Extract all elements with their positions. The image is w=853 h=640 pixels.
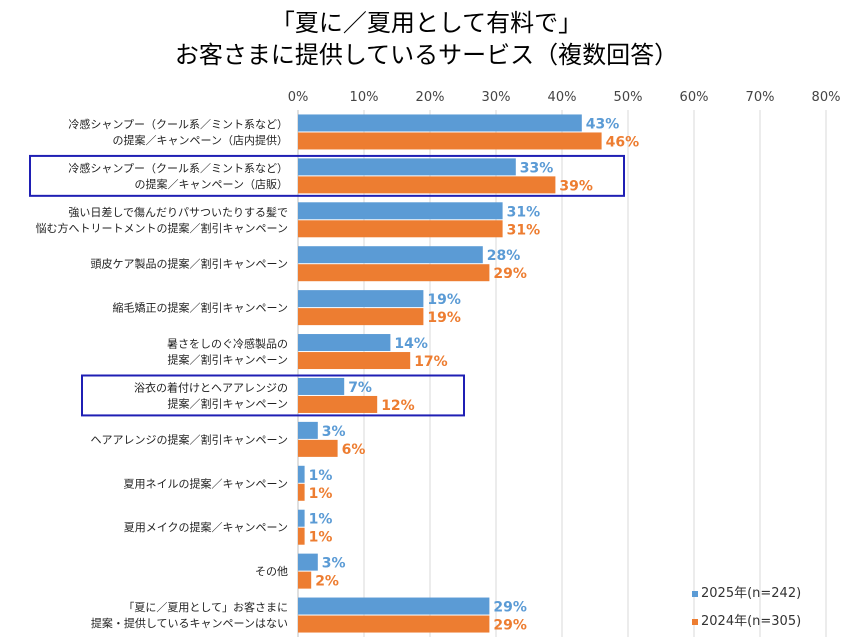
data-label-2025: 3%: [322, 556, 346, 572]
category-label: 提案・提供しているキャンペーンはない: [91, 616, 288, 630]
category-label: 「夏に／夏用として」お客さまに: [123, 600, 288, 614]
bar-2025: [298, 465, 305, 483]
category-label: 夏用ネイルの提案／キャンペーン: [124, 476, 288, 490]
data-label-2025: 7%: [348, 380, 372, 396]
category-label: 夏用メイクの提案／キャンペーン: [124, 520, 288, 534]
highlight-box: [29, 154, 625, 197]
data-label-2024: 1%: [309, 530, 333, 546]
bar-2024: [298, 615, 490, 633]
x-tick-label: 10%: [350, 90, 379, 105]
category-label: 頭皮ケア製品の提案／割引キャンペーン: [91, 257, 288, 271]
bar-2024: [298, 395, 378, 413]
category-label: の提案／キャンペーン（店販）: [135, 177, 288, 191]
bar-2025: [298, 246, 483, 264]
x-tick-label: 60%: [680, 90, 709, 105]
bar-2024: [298, 264, 490, 282]
data-label-2025: 3%: [322, 424, 346, 440]
data-label-2024: 39%: [559, 178, 593, 194]
category-label: の提案／キャンペーン（店内提供）: [113, 133, 288, 147]
category-label: ヘアアレンジの提案／割引キャンペーン: [91, 432, 288, 446]
x-tick-label: 50%: [614, 90, 643, 105]
category-label: 冷感シャンプー（クール系／ミント系など）: [68, 118, 288, 131]
legend-swatch-2024: [692, 618, 698, 625]
data-label-2024: 17%: [414, 354, 448, 370]
data-label-2024: 1%: [309, 486, 333, 502]
bar-2025: [298, 290, 424, 308]
x-tick-label: 40%: [548, 90, 577, 105]
data-label-2024: 2%: [315, 574, 339, 590]
data-label-2025: 14%: [394, 336, 428, 352]
data-label-2025: 28%: [487, 248, 521, 264]
category-label: 悩む方へトリートメントの提案／割引キャンペーン: [36, 221, 288, 235]
x-tick-label: 30%: [482, 90, 511, 105]
bar-2025: [298, 597, 490, 615]
data-label-2025: 29%: [493, 600, 527, 616]
bar-2024: [298, 176, 556, 194]
data-label-2025: 31%: [507, 204, 541, 220]
category-label: 提案／割引キャンペーン: [168, 396, 288, 410]
legend-2024: 2024年(n=305): [692, 610, 801, 629]
bar-2024: [298, 439, 338, 457]
data-label-2024: 6%: [342, 442, 366, 458]
category-label: その他: [255, 565, 288, 578]
data-label-2024: 29%: [493, 266, 527, 282]
x-tick-label: 70%: [746, 90, 775, 105]
bar-2025: [298, 158, 516, 176]
chart-title-line2: お客さまに提供しているサービス（複数回答）: [174, 41, 679, 69]
legend-label-2024: 2024年(n=305): [701, 614, 802, 629]
data-label-2024: 12%: [381, 398, 415, 414]
bar-2024: [298, 308, 424, 326]
bar-2024: [298, 527, 305, 545]
data-label-2024: 31%: [507, 222, 541, 238]
chart-title-line1: 「夏に／夏用として有料で」: [270, 9, 583, 37]
data-label-2025: 1%: [309, 468, 333, 484]
bar-2024: [298, 220, 503, 238]
data-label-2025: 33%: [520, 160, 554, 176]
legend-label-2025: 2025年(n=242): [701, 586, 802, 601]
category-label: 冷感シャンプー（クール系／ミント系など）: [68, 162, 288, 175]
bar-2025: [298, 114, 582, 132]
category-label: 暑さをしのぐ冷感製品の: [167, 337, 288, 351]
bar-2025: [298, 421, 318, 439]
x-tick-label: 0%: [288, 90, 309, 105]
bar-2024: [298, 132, 602, 150]
category-label: 強い日差しで傷んだりパサついたりする髪で: [68, 205, 288, 219]
bar-2025: [298, 202, 503, 220]
bar-2025: [298, 553, 318, 571]
legend-swatch-2025: [692, 590, 698, 597]
data-label-2025: 19%: [427, 292, 461, 308]
x-tick-label: 20%: [416, 90, 445, 105]
data-label-2025: 1%: [309, 512, 333, 528]
bar-2025: [298, 334, 391, 352]
bar-2025: [298, 377, 345, 395]
data-label-2024: 46%: [606, 134, 640, 150]
bar-2024: [298, 571, 312, 589]
data-label-2024: 19%: [427, 310, 461, 326]
category-label: 提案／割引キャンペーン: [168, 353, 288, 367]
data-label-2025: 43%: [586, 116, 620, 132]
bar-2025: [298, 509, 305, 527]
bar-2024: [298, 483, 305, 501]
legend-2025: 2025年(n=242): [692, 582, 801, 601]
highlight-box: [81, 374, 465, 417]
bar-2024: [298, 352, 411, 370]
category-label: 縮毛矯正の提案／割引キャンペーン: [113, 301, 288, 315]
data-label-2024: 29%: [493, 618, 527, 634]
x-tick-label: 80%: [812, 90, 841, 105]
category-label: 浴衣の着付けとヘアアレンジの: [134, 380, 288, 394]
